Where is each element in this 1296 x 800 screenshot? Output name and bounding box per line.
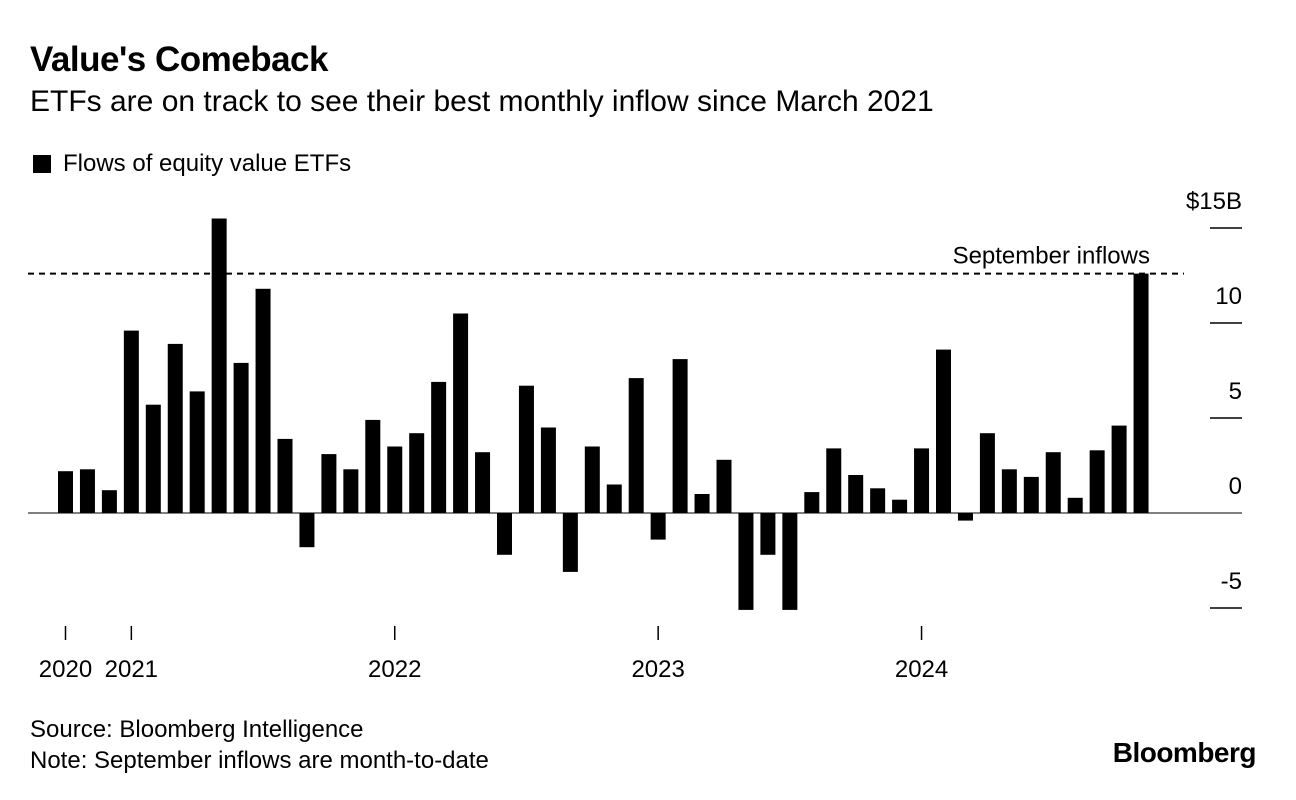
bar xyxy=(562,513,578,572)
bar xyxy=(277,438,293,513)
bar xyxy=(826,448,842,513)
bar xyxy=(606,484,622,513)
bar xyxy=(979,433,995,513)
bar xyxy=(804,492,820,513)
x-tick-label: 2020 xyxy=(39,656,92,683)
bar xyxy=(189,391,205,513)
bar xyxy=(475,452,491,513)
bar xyxy=(1089,450,1105,513)
bar xyxy=(497,513,512,555)
y-tick-label: 10 xyxy=(1215,283,1242,310)
bar xyxy=(321,454,337,513)
legend-swatch xyxy=(33,155,51,173)
bar xyxy=(540,427,556,513)
reference-line-label: September inflows xyxy=(953,243,1150,270)
bar xyxy=(365,419,381,513)
bar xyxy=(870,488,886,513)
bar xyxy=(957,513,973,521)
x-tick-label: 2023 xyxy=(631,656,684,683)
y-tick-label: 0 xyxy=(1229,473,1242,500)
y-tick-label: $15B xyxy=(1186,188,1242,215)
bar xyxy=(628,378,644,513)
chart-title: Value's Comeback xyxy=(30,40,328,79)
bar xyxy=(1045,452,1061,513)
legend-label: Flows of equity value ETFs xyxy=(63,150,352,177)
bar xyxy=(431,381,447,513)
legend: Flows of equity value ETFs xyxy=(33,150,351,178)
bar xyxy=(1001,469,1017,513)
bar xyxy=(1067,497,1083,513)
source-text: Source: Bloomberg Intelligence xyxy=(30,716,364,743)
bar xyxy=(584,446,600,513)
bar xyxy=(453,313,469,513)
x-tick-label: 2022 xyxy=(368,656,421,683)
bar xyxy=(343,469,359,513)
x-tick-label: 2021 xyxy=(105,656,158,683)
bar xyxy=(892,499,908,513)
bar xyxy=(1111,425,1127,513)
bar xyxy=(518,385,534,513)
bar xyxy=(848,475,864,513)
bloomberg-logo: Bloomberg xyxy=(1112,737,1257,768)
chart-subtitle: ETFs are on track to see their best mont… xyxy=(30,85,934,118)
bar xyxy=(1133,273,1149,513)
bar xyxy=(145,404,161,513)
bar xyxy=(650,513,666,540)
bar xyxy=(211,218,227,513)
y-tick-label: 5 xyxy=(1229,378,1242,405)
y-tick-label: -5 xyxy=(1221,568,1242,595)
bar xyxy=(914,448,930,513)
bar xyxy=(299,513,315,548)
bar xyxy=(760,513,776,555)
bar xyxy=(782,513,798,610)
bar xyxy=(672,359,688,513)
bar xyxy=(255,288,271,513)
bar xyxy=(1023,476,1039,513)
bar xyxy=(167,343,183,513)
bar xyxy=(79,469,95,513)
bar xyxy=(694,494,710,513)
bar xyxy=(936,349,951,513)
bar xyxy=(58,471,73,513)
bar xyxy=(233,362,249,513)
note-text: Note: September inflows are month-to-dat… xyxy=(30,747,489,774)
bar xyxy=(123,330,139,513)
footer: Source: Bloomberg Intelligence Note: Sep… xyxy=(30,714,489,776)
bar xyxy=(387,446,403,513)
bar xyxy=(738,513,754,610)
bar xyxy=(716,459,732,513)
bar xyxy=(101,490,117,513)
x-tick-label: 2024 xyxy=(895,656,948,683)
bar xyxy=(409,433,425,513)
